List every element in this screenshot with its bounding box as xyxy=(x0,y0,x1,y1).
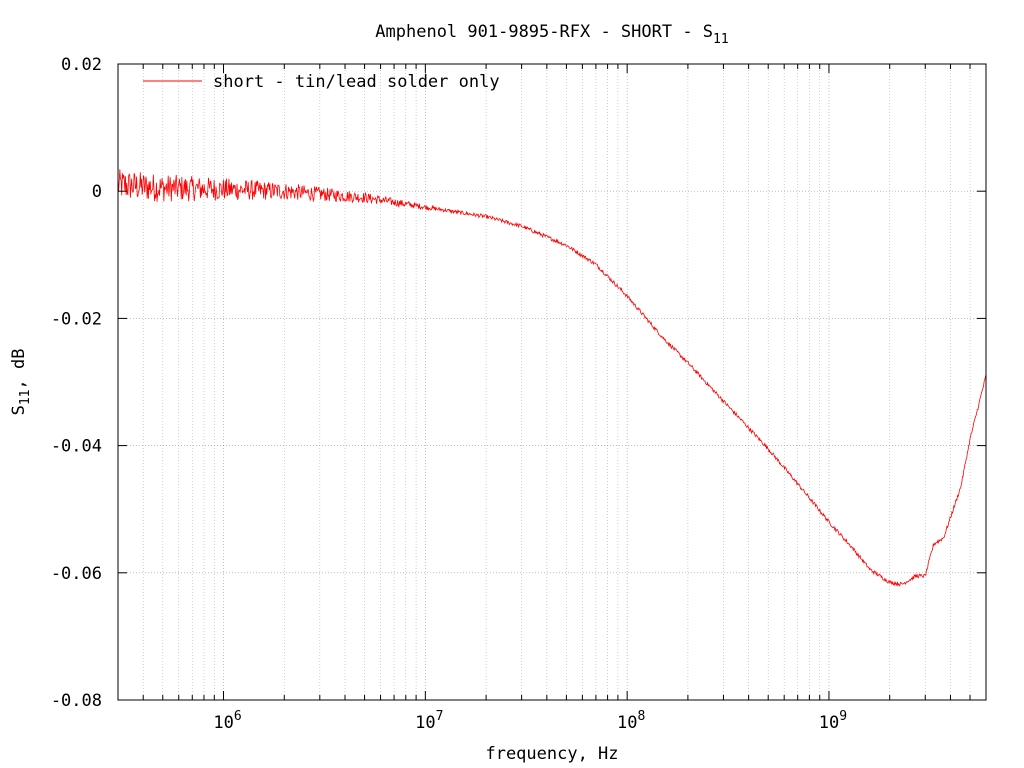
y-axis-title-main: S xyxy=(9,405,29,415)
x-tick-label: 108 xyxy=(617,709,645,733)
x-tick-label-base: 10 xyxy=(415,713,435,733)
chart-title: Amphenol 901-9895-RFX - SHORT - S11 xyxy=(375,22,728,47)
y-tick-label: -0.02 xyxy=(51,309,102,329)
y-tick-label: 0.02 xyxy=(61,55,102,75)
y-tick-label: 0 xyxy=(92,182,102,202)
x-tick-label: 106 xyxy=(213,709,241,733)
x-axis-title: frequency, Hz xyxy=(485,744,618,764)
x-tick-label-base: 10 xyxy=(819,713,839,733)
plot-frame xyxy=(117,63,987,701)
legend-label: short - tin/lead solder only xyxy=(213,72,500,92)
x-tick-label: 107 xyxy=(415,709,443,733)
x-tick-label-base: 10 xyxy=(617,713,637,733)
y-tick-label: -0.08 xyxy=(51,691,102,711)
y-tick-label: -0.06 xyxy=(51,564,102,584)
y-tick-label: -0.04 xyxy=(51,437,102,457)
x-tick-label-exponent: 9 xyxy=(839,709,847,724)
y-axis-title-suffix: , dB xyxy=(9,349,29,390)
series-layer xyxy=(117,169,987,587)
grid-layer xyxy=(117,64,987,700)
y-axis-title-subscript: 11 xyxy=(18,390,33,406)
x-tick-label-exponent: 6 xyxy=(234,709,242,724)
x-tick-label-exponent: 7 xyxy=(436,709,444,724)
x-tick-label-base: 10 xyxy=(213,713,233,733)
series-line xyxy=(117,169,987,587)
x-tick-label: 109 xyxy=(819,709,847,733)
legend: short - tin/lead solder only xyxy=(143,72,500,92)
chart-title-main: Amphenol 901-9895-RFX - SHORT - S xyxy=(375,22,713,42)
x-tick-label-exponent: 8 xyxy=(637,709,645,724)
y-axis-title: S11, dB xyxy=(9,349,33,416)
chart-title-subscript: 11 xyxy=(713,32,729,47)
